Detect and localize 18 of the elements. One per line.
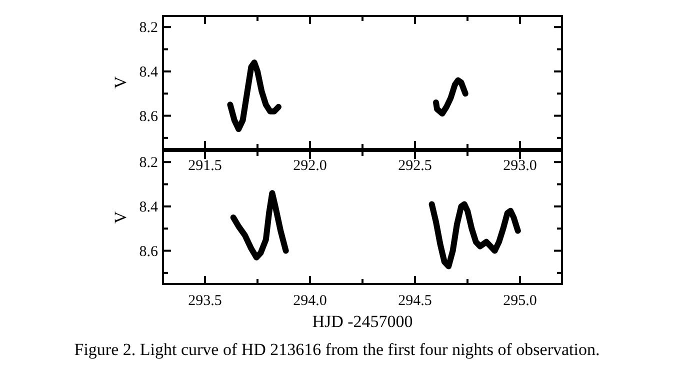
y-tick-label: 8.6 bbox=[139, 108, 158, 125]
x-tick-label: 291.5 bbox=[188, 158, 222, 174]
x-axis-title: HJD -2457000 bbox=[312, 312, 413, 331]
x-tick-label: 295.0 bbox=[503, 293, 537, 309]
y-axis-title: V bbox=[111, 210, 130, 224]
y-tick-label: 8.2 bbox=[139, 155, 158, 172]
y-axis-title: V bbox=[111, 76, 130, 89]
x-tick-label: 294.0 bbox=[293, 293, 327, 309]
x-tick-label: 292.5 bbox=[398, 158, 432, 174]
x-tick-label: 293.0 bbox=[503, 158, 537, 174]
caption: Figure 2. Light curve of HD 213616 from the first four nights of observation. bbox=[74, 340, 600, 359]
x-tick-label: 292.0 bbox=[293, 158, 327, 174]
y-tick-label: 8.4 bbox=[139, 64, 158, 80]
y-tick-label: 8.4 bbox=[139, 199, 158, 216]
x-tick-label: 294.5 bbox=[398, 293, 432, 309]
y-tick-label: 8.2 bbox=[139, 20, 158, 36]
x-tick-label: 293.5 bbox=[188, 293, 222, 309]
y-tick-label: 8.6 bbox=[139, 244, 158, 260]
